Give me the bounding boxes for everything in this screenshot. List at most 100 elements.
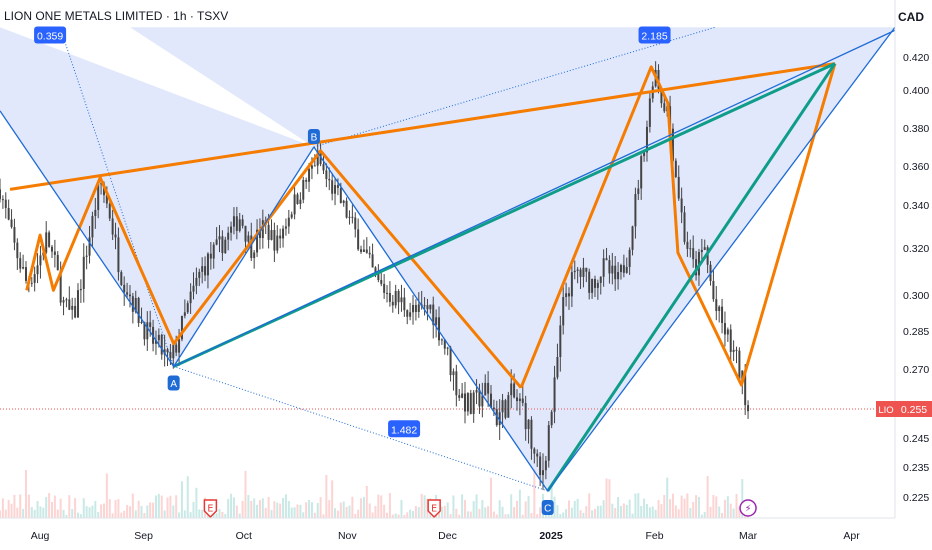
volume-bar	[539, 507, 542, 518]
volume-bar	[215, 513, 218, 518]
pattern-orange-trendline[interactable]	[9, 62, 836, 191]
candle-body	[521, 398, 524, 403]
x-tick-label: Mar	[739, 530, 758, 542]
volume-bar	[605, 478, 608, 518]
candle-body	[201, 266, 204, 272]
volume-bar	[593, 508, 596, 518]
candle-body	[56, 254, 59, 271]
volume-bar	[365, 486, 368, 518]
event-marker-2[interactable]	[739, 499, 757, 517]
candle-body	[316, 150, 319, 166]
candle-body	[619, 265, 622, 273]
candle-body	[481, 395, 484, 407]
volume-bar	[576, 498, 579, 518]
volume-bar	[386, 512, 389, 518]
pattern-teal-line-2[interactable]	[546, 62, 837, 492]
volume-bar	[643, 498, 646, 518]
pattern-line-ad[interactable]	[173, 29, 896, 368]
event-marker-1[interactable]	[427, 499, 441, 519]
candle-body	[0, 189, 1, 200]
candle-body	[383, 283, 386, 293]
ratio-badge-0[interactable]	[34, 26, 67, 44]
interval-label[interactable]: 1h	[173, 9, 187, 23]
volume-bar	[22, 508, 25, 518]
candle-body	[628, 249, 631, 267]
volume-bar	[319, 497, 322, 518]
pattern-xabcd-outline[interactable]	[0, 26, 896, 492]
candle-body	[452, 371, 455, 376]
ratio-badge-2[interactable]	[638, 26, 671, 44]
candle-body	[429, 304, 432, 310]
candle-body	[712, 281, 715, 300]
candle-body	[417, 304, 420, 312]
pattern-teal-line-1[interactable]	[173, 62, 836, 368]
volume-bar	[660, 504, 663, 518]
volume-bar	[553, 496, 556, 518]
volume-bar	[114, 500, 117, 518]
volume-bar	[172, 505, 175, 518]
candle-body	[663, 103, 666, 112]
candle-body	[371, 254, 374, 268]
chart-title: LION ONE METALS LIMITED · 1h · TSXV	[4, 9, 228, 23]
candle-body	[747, 405, 750, 412]
candle-body	[732, 349, 735, 352]
volume-bar	[287, 501, 290, 518]
volume-bar	[48, 493, 51, 518]
candle-body	[250, 235, 253, 259]
volume-bar	[192, 502, 195, 518]
pattern-point-b-badge[interactable]	[307, 129, 320, 144]
volume-bar	[296, 504, 299, 518]
y-tick-label: 0.320	[903, 243, 929, 255]
candle-body	[16, 242, 19, 259]
candle-body	[50, 246, 53, 252]
y-tick-label: 0.360	[903, 161, 929, 173]
candle-body	[232, 216, 235, 227]
volume-bar	[117, 499, 120, 518]
candle-body	[518, 398, 521, 402]
pattern-point-a-badge[interactable]	[167, 375, 180, 391]
pattern-orange-zigzag-left[interactable]	[25, 149, 523, 389]
candle-body	[723, 323, 726, 335]
candle-body	[192, 285, 195, 292]
volume-bar	[79, 514, 82, 518]
volume-bar	[261, 498, 264, 518]
price-tag-value-box	[896, 401, 932, 417]
candle-body	[744, 370, 747, 406]
symbol-name: LION ONE METALS LIMITED	[4, 9, 163, 23]
x-tick-label: Oct	[236, 530, 252, 542]
volume-bar	[455, 508, 458, 518]
volume-bar	[126, 504, 129, 518]
candle-body	[524, 402, 527, 430]
volume-bar	[671, 493, 674, 518]
candle-body	[160, 334, 163, 355]
candle-body	[683, 212, 686, 242]
volume-bar	[16, 507, 19, 518]
candle-body	[490, 393, 493, 408]
pattern-orange-zigzag-right[interactable]	[519, 63, 837, 389]
candle-body	[267, 224, 270, 240]
volume-bar	[521, 514, 524, 518]
ratio-badge-1[interactable]	[388, 420, 421, 438]
candle-body	[365, 249, 368, 253]
candle-body	[406, 310, 409, 317]
candle-body	[85, 255, 88, 257]
pattern-point-c-label: C	[544, 504, 551, 515]
candle-body	[308, 168, 311, 182]
volume-bar	[527, 495, 530, 518]
pattern-point-c-badge[interactable]	[541, 500, 554, 515]
volume-bar	[420, 493, 423, 518]
volume-bar	[189, 512, 192, 518]
candle-body	[204, 266, 207, 276]
candle-body	[674, 160, 677, 177]
volume-bar	[700, 514, 703, 518]
event-marker-0[interactable]	[203, 499, 218, 519]
volume-bar	[362, 496, 365, 518]
candle-body	[224, 239, 227, 254]
candle-body	[53, 251, 56, 255]
candle-body	[172, 344, 175, 359]
candle-body	[487, 382, 490, 394]
candle-body	[455, 371, 458, 396]
candle-body	[527, 419, 530, 430]
